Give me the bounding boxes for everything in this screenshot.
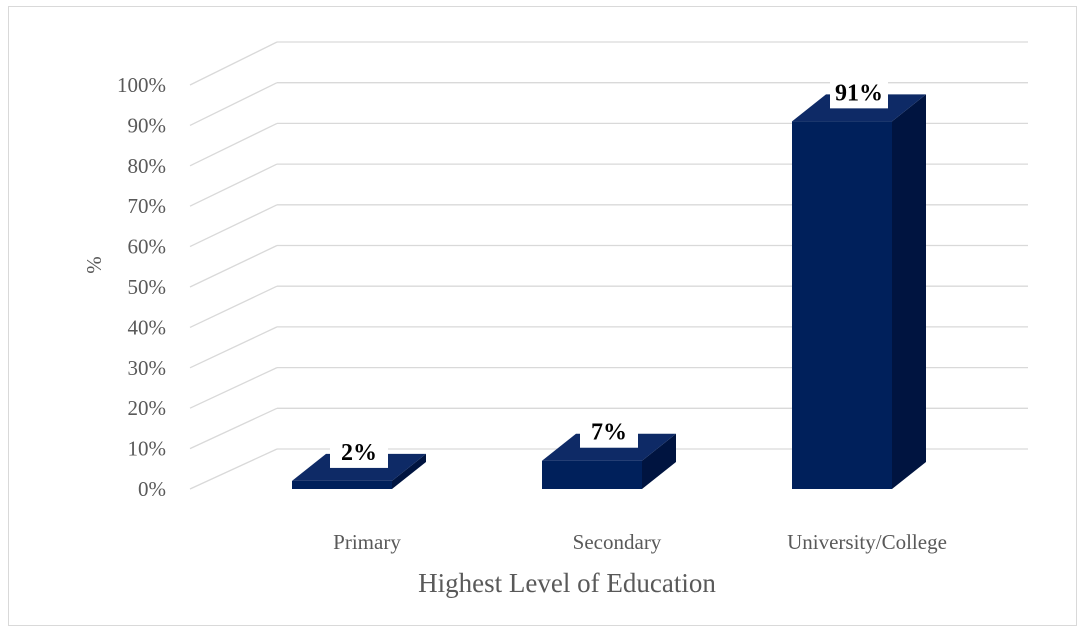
gridline-depth	[189, 407, 278, 450]
bar-side	[392, 453, 426, 489]
gridline-depth	[189, 204, 278, 248]
data-label-box	[330, 435, 388, 468]
x-axis-categories: Primary Secondary University/College	[333, 530, 947, 554]
gridline-depth	[189, 448, 278, 490]
x-category-label: University/College	[787, 530, 947, 554]
gridline-depth	[189, 163, 278, 207]
y-axis-ticks: 0% 10% 20% 30% 40% 50% 60% 70% 80% 90% 100%	[117, 73, 166, 501]
y-tick-label: 40%	[128, 315, 167, 339]
gridline-depth	[189, 41, 278, 86]
gridline-depth	[189, 367, 278, 409]
y-tick-label: 70%	[128, 194, 167, 218]
data-label: 7%	[591, 420, 627, 446]
data-label-box	[580, 415, 638, 448]
y-tick-label: 0%	[138, 477, 166, 501]
bar-side	[642, 433, 676, 489]
data-label: 2%	[341, 440, 377, 466]
y-tick-label: 20%	[128, 396, 167, 420]
y-tick-label: 90%	[128, 113, 167, 137]
data-label-box	[830, 76, 888, 109]
x-category-label: Secondary	[573, 530, 662, 554]
y-tick-label: 30%	[128, 356, 167, 380]
gridline-depth	[189, 326, 278, 369]
y-tick-label: 80%	[128, 154, 167, 178]
y-tick-label: 50%	[128, 275, 167, 299]
bar-front	[792, 121, 892, 490]
data-label: 91%	[835, 80, 883, 106]
gridline-depth	[189, 244, 278, 288]
gridline-depth	[189, 122, 278, 167]
x-category-label: Primary	[333, 530, 401, 554]
bar-front	[542, 460, 642, 489]
y-tick-label: 60%	[128, 235, 167, 259]
y-tick-label: 10%	[128, 437, 167, 461]
data-labels: 2% 7% 91%	[330, 76, 888, 468]
bar-front	[292, 480, 392, 489]
bar-side	[892, 94, 926, 490]
bar	[792, 94, 926, 490]
gridline-depth	[189, 285, 278, 328]
gridline-depth	[189, 82, 278, 126]
x-axis-title: Highest Level of Education	[418, 568, 716, 598]
y-axis-title: %	[82, 256, 106, 274]
y-tick-label: 100%	[117, 73, 166, 97]
